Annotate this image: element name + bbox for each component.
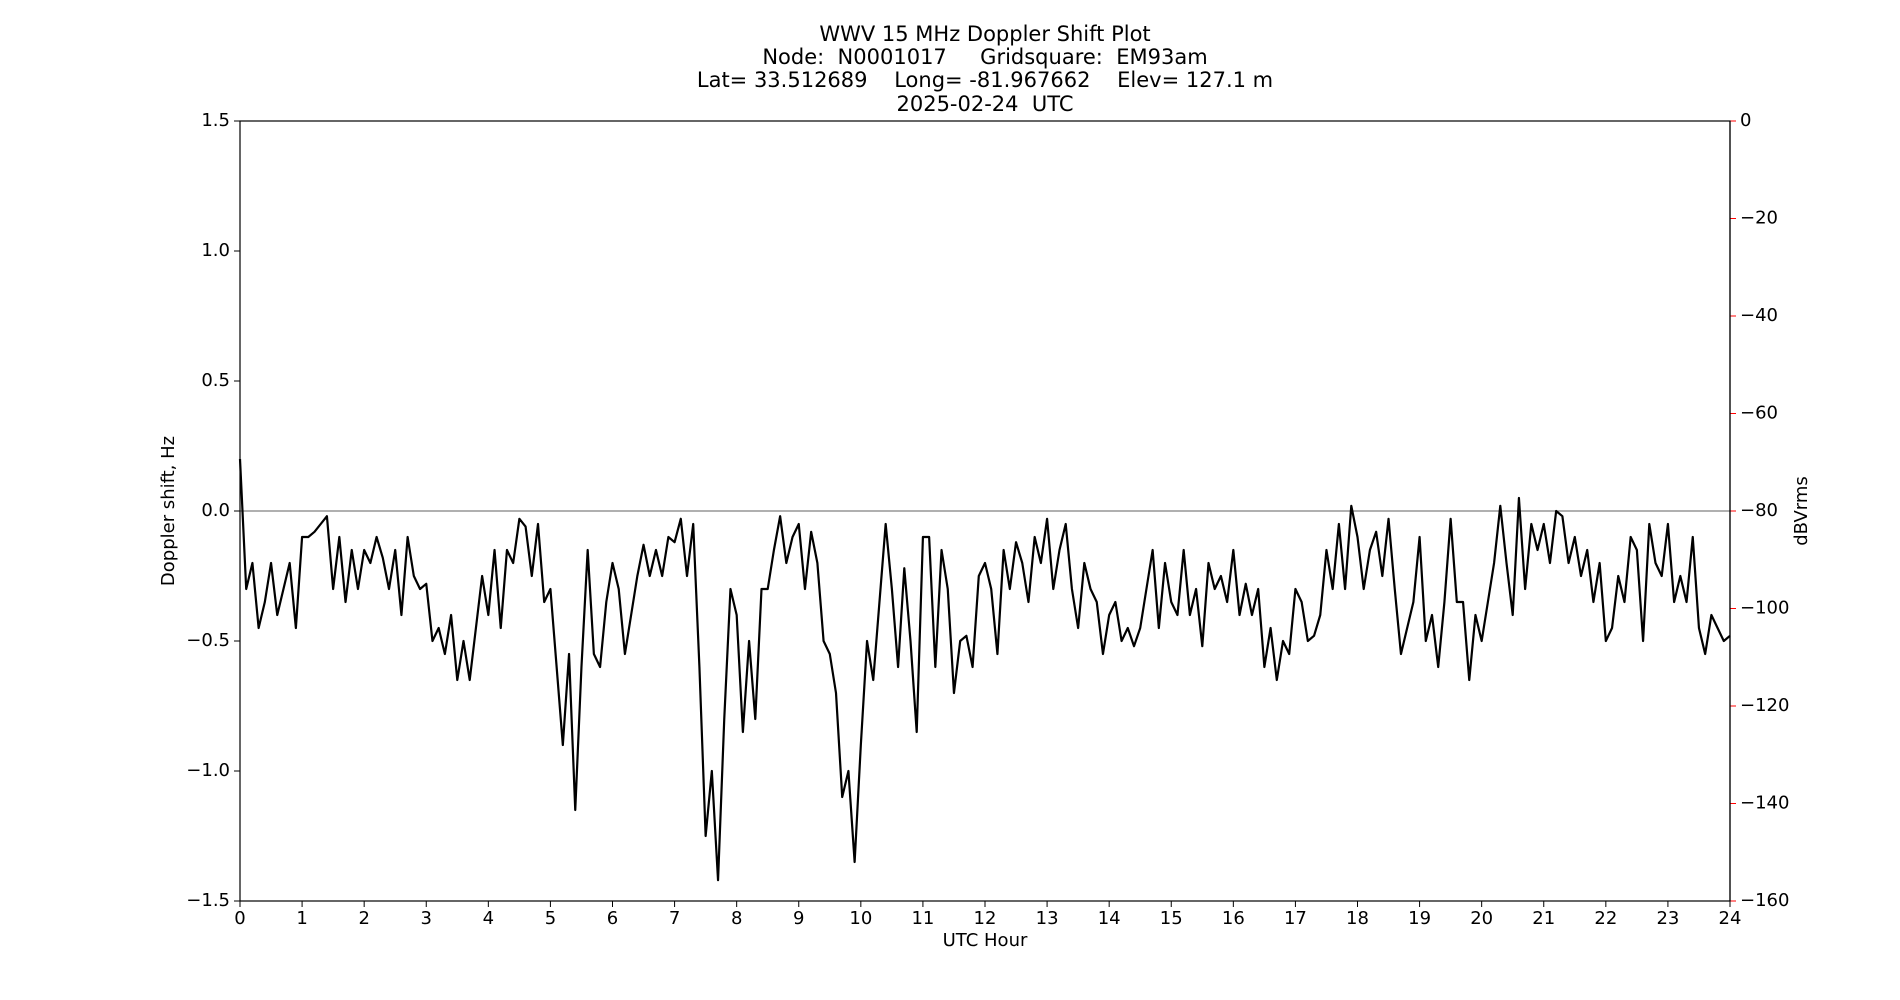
y2-tick-label: −140 bbox=[1740, 793, 1789, 814]
x-tick-label: 14 bbox=[1098, 908, 1121, 929]
y2-tick-label: −40 bbox=[1740, 305, 1778, 326]
x-tick-label: 12 bbox=[974, 908, 997, 929]
chart-subtitle: Node: N0001017 Gridsquare: EM93am bbox=[762, 45, 1207, 69]
y-tick-label: 1.5 bbox=[201, 110, 230, 131]
x-tick-label: 19 bbox=[1408, 908, 1431, 929]
x-axis-label: UTC Hour bbox=[943, 930, 1028, 951]
x-tick-label: 8 bbox=[731, 908, 742, 929]
x-tick-label: 9 bbox=[793, 908, 804, 929]
y-tick-label: −1.5 bbox=[186, 890, 230, 911]
y2-tick-label: −120 bbox=[1740, 695, 1789, 716]
y-tick-label: −1.0 bbox=[186, 760, 230, 781]
x-tick-label: 17 bbox=[1284, 908, 1307, 929]
x-tick-label: 4 bbox=[483, 908, 494, 929]
x-tick-label: 16 bbox=[1222, 908, 1245, 929]
x-tick-label: 23 bbox=[1656, 908, 1679, 929]
y2-tick-label: −100 bbox=[1740, 598, 1789, 619]
y2-tick-label: 0 bbox=[1740, 110, 1751, 131]
y-axis-label: Doppler shift, Hz bbox=[158, 436, 179, 586]
chart-title: WWV 15 MHz Doppler Shift Plot bbox=[819, 22, 1150, 46]
y2-tick-label: −160 bbox=[1740, 890, 1789, 911]
x-tick-label: 11 bbox=[911, 908, 934, 929]
y-tick-label: −0.5 bbox=[186, 630, 230, 651]
y-tick-label: 0.0 bbox=[201, 500, 230, 521]
x-tick-label: 22 bbox=[1594, 908, 1617, 929]
x-tick-label: 24 bbox=[1719, 908, 1742, 929]
x-tick-label: 1 bbox=[296, 908, 307, 929]
y2-tick-label: −20 bbox=[1740, 208, 1778, 229]
y2-tick-label: −80 bbox=[1740, 500, 1778, 521]
data-line bbox=[238, 458, 1731, 882]
y-tick-label: 0.5 bbox=[201, 370, 230, 391]
x-tick-label: 3 bbox=[421, 908, 432, 929]
x-tick-label: 0 bbox=[234, 908, 245, 929]
x-tick-label: 13 bbox=[1036, 908, 1059, 929]
y2-axis-label: dBVrms bbox=[1791, 476, 1812, 546]
x-tick-label: 18 bbox=[1346, 908, 1369, 929]
y2-tick-label: −60 bbox=[1740, 403, 1778, 424]
y-tick-label: 1.0 bbox=[201, 240, 230, 261]
chart-subtitle: Lat= 33.512689 Long= -81.967662 Elev= 12… bbox=[697, 68, 1273, 92]
x-tick-label: 5 bbox=[545, 908, 556, 929]
x-tick-label: 7 bbox=[669, 908, 680, 929]
x-tick-label: 6 bbox=[607, 908, 618, 929]
x-tick-label: 10 bbox=[849, 908, 872, 929]
x-tick-label: 20 bbox=[1470, 908, 1493, 929]
chart-subtitle: 2025-02-24 UTC bbox=[896, 92, 1073, 116]
x-tick-label: 21 bbox=[1532, 908, 1555, 929]
x-tick-label: 2 bbox=[358, 908, 369, 929]
x-tick-label: 15 bbox=[1160, 908, 1183, 929]
